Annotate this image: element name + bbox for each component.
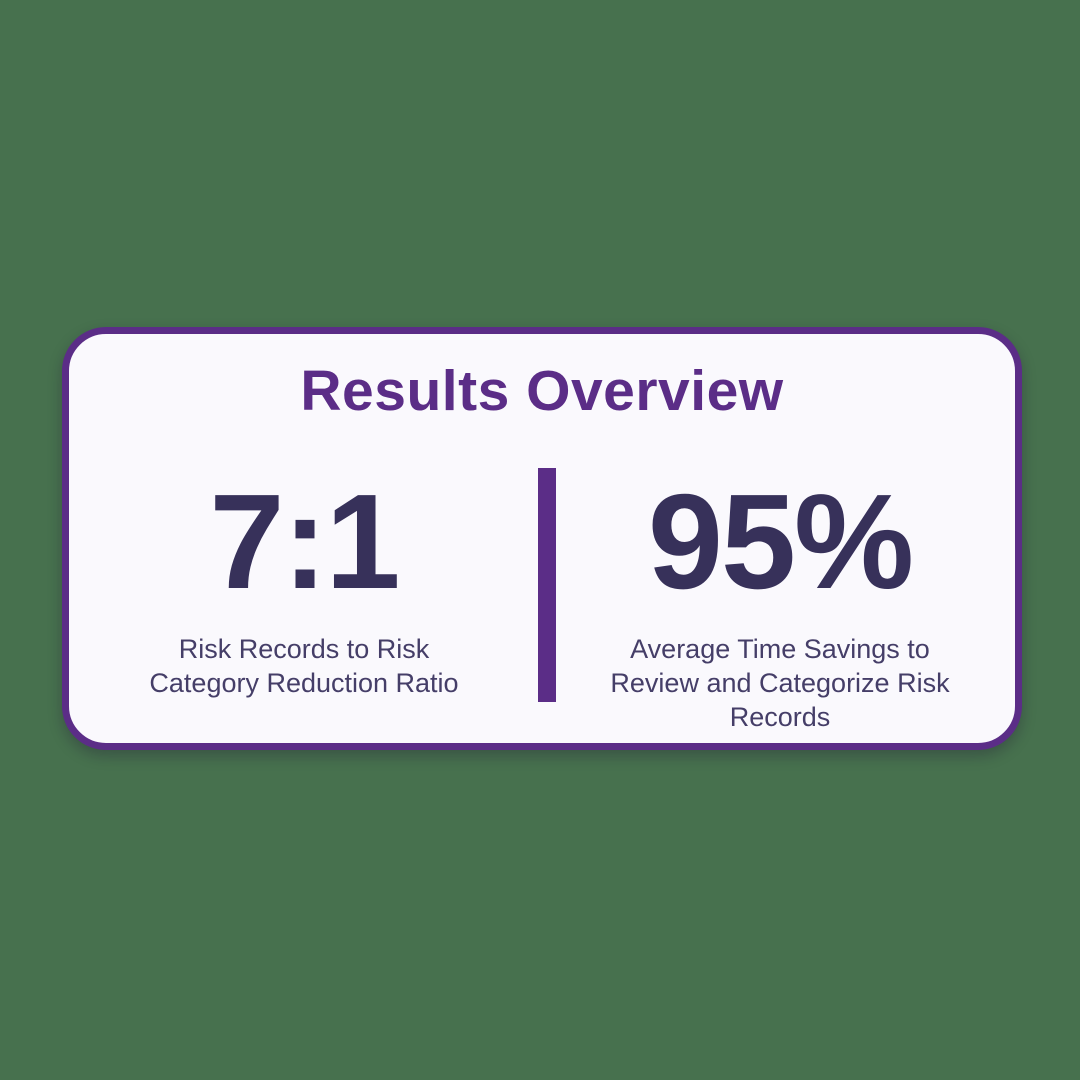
card-title: Results Overview xyxy=(300,359,784,423)
results-overview-card: Results Overview 7:1 Risk Records to Ris… xyxy=(62,327,1022,750)
stat-percent: 95% Average Time Savings to Review and C… xyxy=(545,474,1015,734)
stat-percent-label: Average Time Savings to Review and Categ… xyxy=(610,634,950,732)
stat-ratio: 7:1 Risk Records to Risk Category Reduct… xyxy=(69,474,539,700)
vertical-divider xyxy=(538,468,556,702)
stat-percent-value: 95% xyxy=(647,466,914,617)
stat-ratio-label: Risk Records to Risk Category Reduction … xyxy=(149,634,459,698)
stat-ratio-value: 7:1 xyxy=(209,466,400,617)
